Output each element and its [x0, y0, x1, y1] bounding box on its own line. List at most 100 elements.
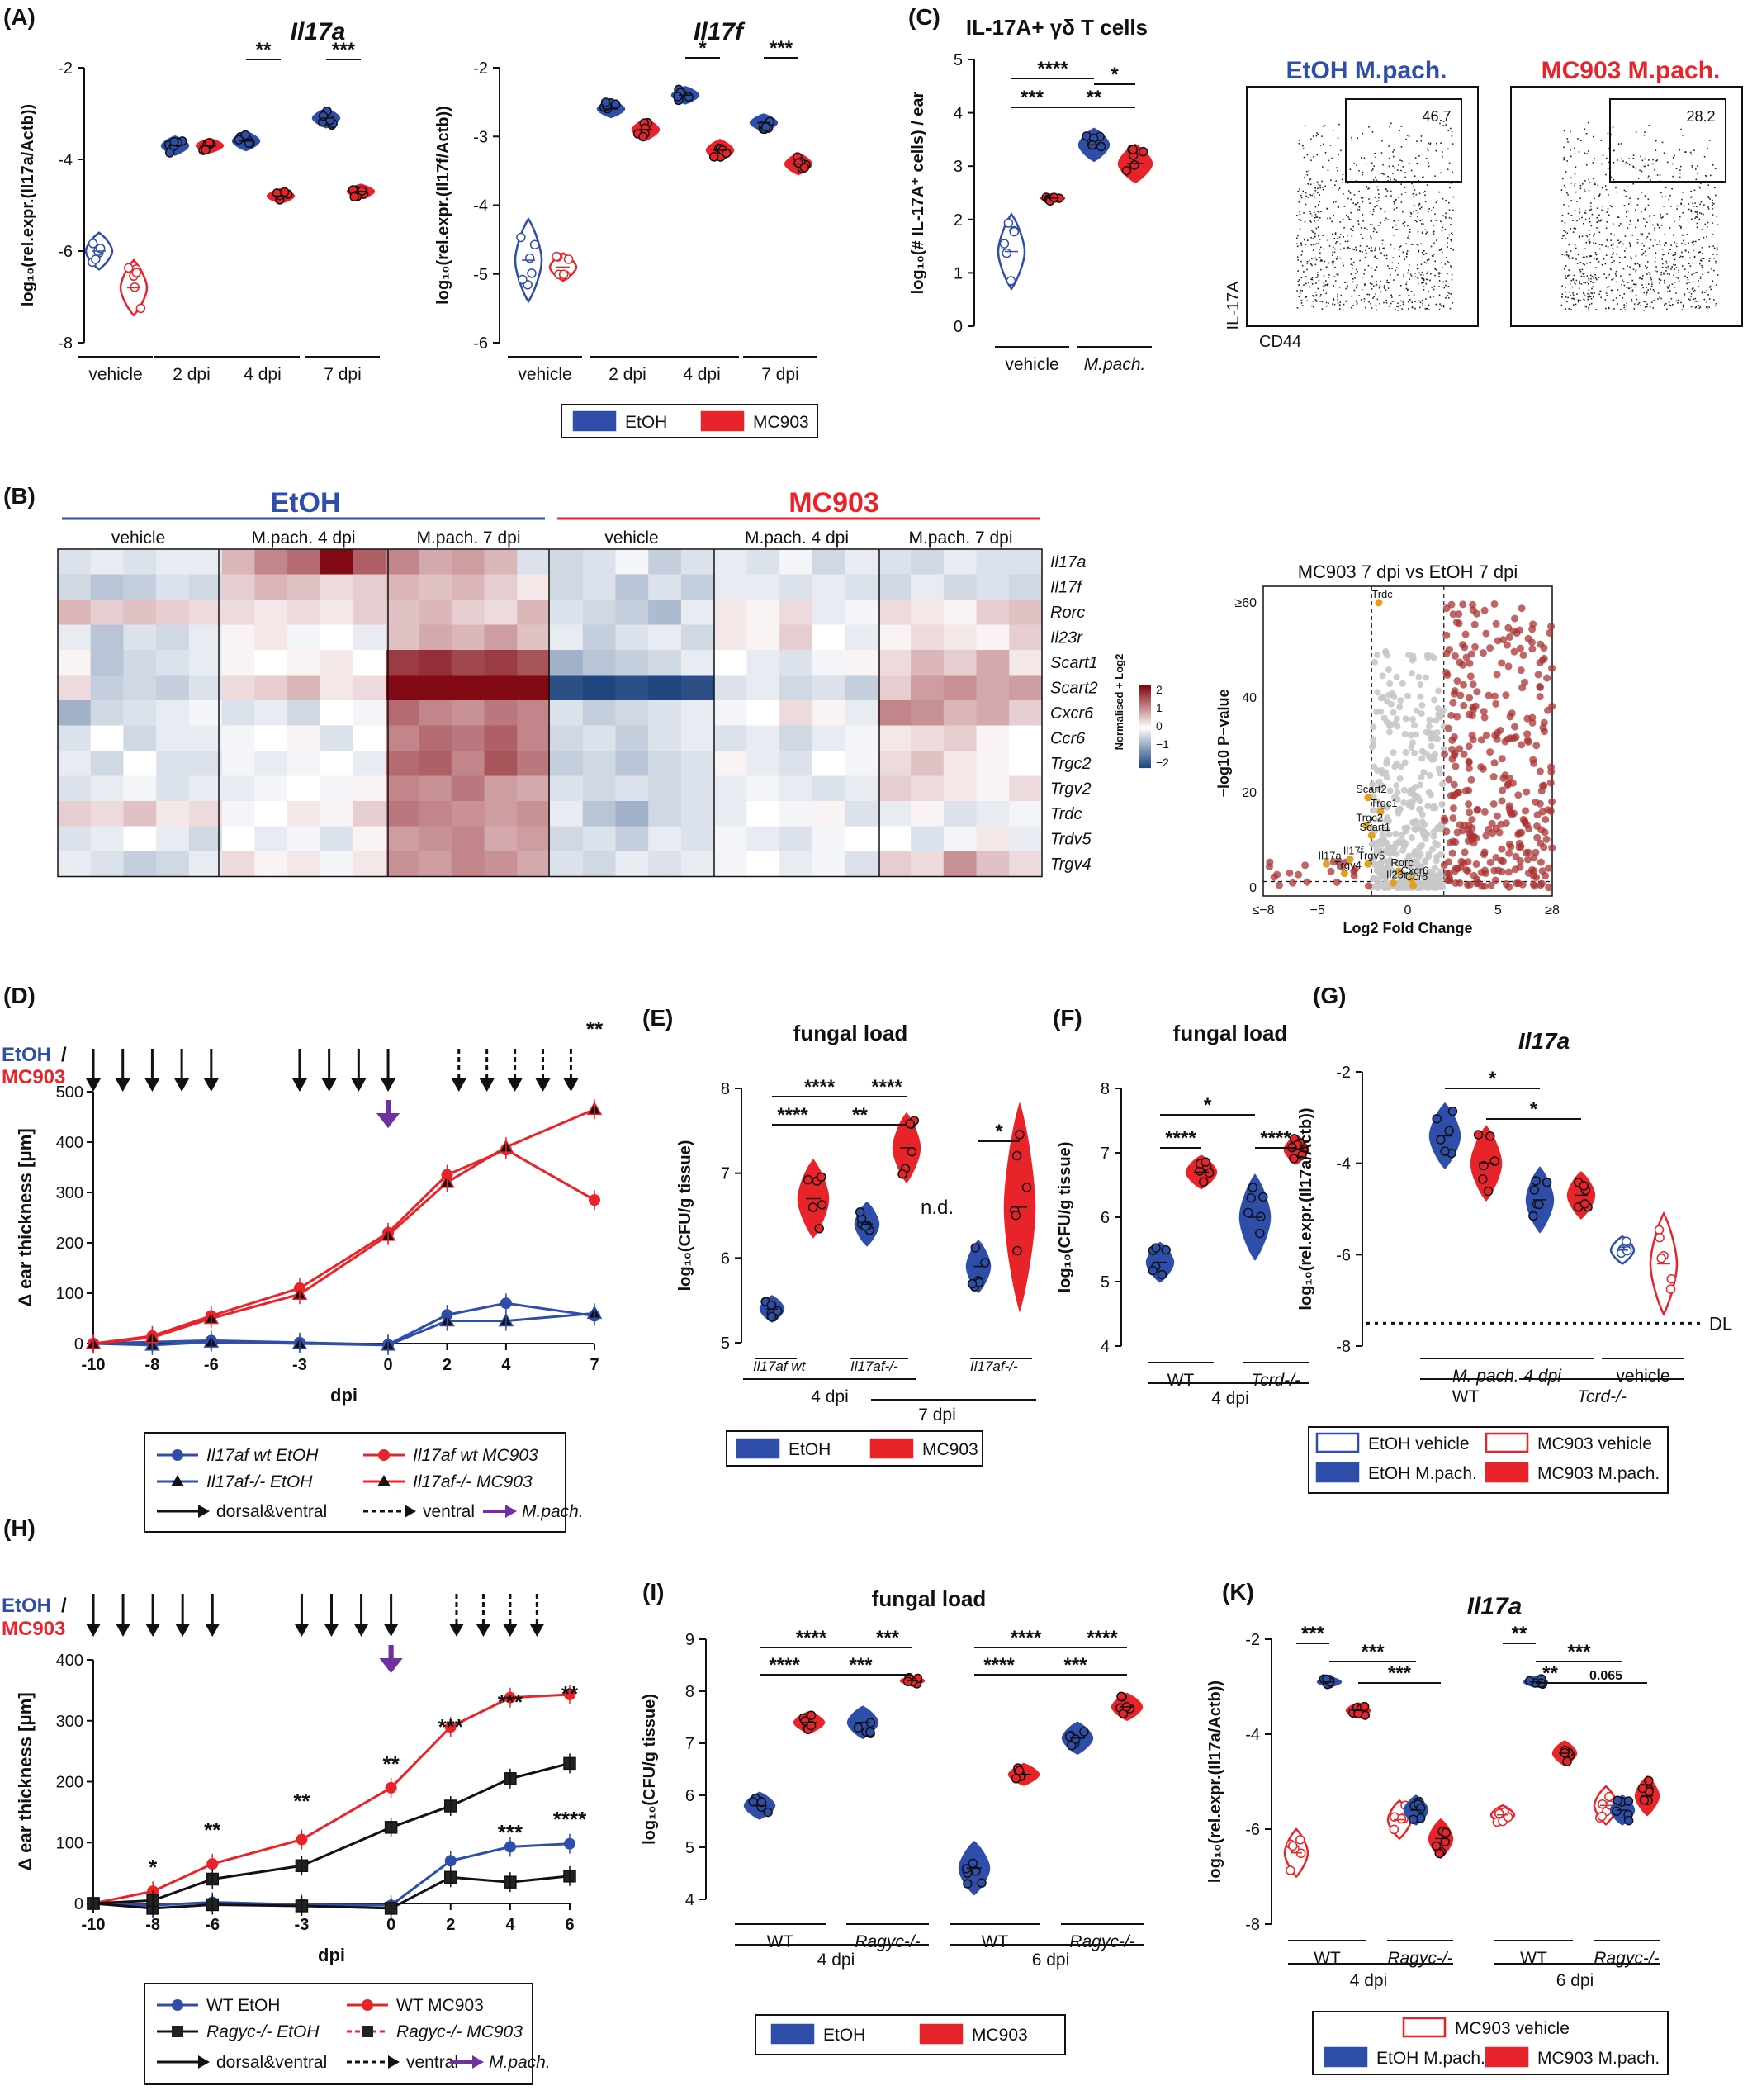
flow-event: [1402, 166, 1404, 168]
flow-event: [1650, 239, 1652, 241]
flow-event: [1314, 214, 1317, 216]
gene-point-label: Rorc: [1390, 856, 1414, 869]
flow-event: [1611, 289, 1613, 292]
flow-event: [1663, 279, 1665, 282]
flow-event: [1332, 251, 1334, 254]
flow-event: [1347, 197, 1349, 200]
flow-event: [1561, 178, 1564, 180]
flow-event: [1363, 300, 1366, 302]
data-point: [1529, 1185, 1540, 1195]
flow-event: [1413, 196, 1414, 197]
up-point: [1452, 619, 1461, 627]
flow-event: [1649, 215, 1650, 217]
flow-event: [1390, 190, 1392, 192]
flow-event: [1358, 190, 1360, 192]
flow-event: [1339, 257, 1342, 259]
flow-event: [1672, 157, 1674, 159]
significance-label: ****: [769, 1654, 800, 1676]
up-point: [1524, 737, 1532, 746]
heatmap-cell: [320, 826, 354, 852]
flow-event: [1629, 224, 1631, 225]
flow-event: [1401, 308, 1404, 310]
flow-event: [1598, 261, 1600, 263]
flow-event: [1575, 303, 1577, 306]
flow-event: [1708, 245, 1711, 248]
flow-event: [1317, 274, 1319, 276]
heatmap-cell: [320, 775, 354, 802]
ns-point: [1425, 851, 1433, 858]
legend-swatch: [1315, 1462, 1360, 1483]
flow-event: [1565, 287, 1566, 288]
up-point: [1546, 779, 1555, 787]
flow-event: [1305, 282, 1307, 285]
data-point: [1021, 1183, 1032, 1192]
flow-event: [1643, 244, 1645, 247]
flow-event: [1333, 276, 1336, 277]
heatmap-cell: [156, 751, 190, 776]
flow-event: [1327, 239, 1329, 241]
flow-event: [1701, 229, 1703, 230]
flow-event: [1579, 282, 1580, 284]
group-label: 4 dpi: [817, 1951, 855, 1970]
heatmap-cell: [812, 826, 846, 852]
flow-event: [1355, 301, 1357, 302]
significance-label: **: [852, 1104, 868, 1126]
up-point: [1480, 851, 1488, 859]
heatmap-cell: [550, 851, 584, 877]
flow-event: [1315, 282, 1317, 284]
flow-event: [1396, 229, 1399, 230]
heatmap-cell: [812, 574, 846, 600]
data-point: [865, 1727, 875, 1737]
heatmap-cell: [123, 549, 157, 575]
y-axis-label: log₁₀(CFU/g tissue): [641, 1694, 659, 1845]
heatmap-cell: [188, 624, 223, 651]
flow-event: [1306, 260, 1309, 263]
heatmap-cell: [713, 624, 747, 651]
flow-event: [1413, 294, 1415, 296]
flow-event: [1409, 299, 1411, 301]
flow-event: [1655, 257, 1656, 258]
flow-event: [1397, 309, 1399, 311]
ns-point: [1373, 849, 1380, 856]
flow-event: [1712, 201, 1713, 204]
flow-event: [1310, 159, 1312, 162]
flow-event: [1660, 225, 1663, 226]
heatmap-cell: [779, 826, 813, 852]
ns-point: [1409, 656, 1417, 663]
flow-event: [1622, 243, 1624, 245]
heatmap-cell: [943, 775, 978, 802]
ns-point: [1378, 841, 1385, 848]
flow-event: [1342, 182, 1344, 184]
flow-event: [1333, 297, 1334, 300]
flow-event: [1635, 270, 1637, 273]
flow-event: [1302, 148, 1305, 149]
flow-event: [1367, 264, 1370, 267]
flow-event: [1311, 194, 1313, 197]
flow-event: [1622, 281, 1625, 282]
significance-label: ***: [1021, 87, 1044, 109]
flow-event: [1584, 189, 1585, 191]
data-point: [773, 1306, 783, 1316]
flow-event: [1715, 302, 1717, 305]
up-point: [1473, 806, 1481, 814]
flow-event: [1679, 169, 1681, 171]
flow-event: [1406, 250, 1409, 252]
group-label: 4 dpi: [1350, 1971, 1388, 1990]
colorbar-step: [1139, 691, 1151, 694]
flow-event: [1563, 204, 1565, 206]
up-point: [1546, 628, 1554, 637]
gate-percent: 46.7: [1422, 108, 1451, 125]
label: dorsal&ventral: [216, 2053, 327, 2072]
ns-point: [1417, 681, 1424, 689]
flow-event: [1607, 246, 1609, 248]
flow-event: [1418, 272, 1420, 274]
legend-entry: MC903 M.pach.: [1537, 1464, 1660, 1483]
up-point: [1548, 798, 1556, 806]
heatmap-cell: [1009, 574, 1043, 600]
up-point: [1521, 818, 1529, 827]
flow-event: [1311, 264, 1313, 267]
flow-event: [1350, 211, 1352, 214]
flow-event: [1665, 187, 1667, 189]
flow-event: [1683, 205, 1685, 207]
colorbar-step: [1139, 743, 1151, 746]
